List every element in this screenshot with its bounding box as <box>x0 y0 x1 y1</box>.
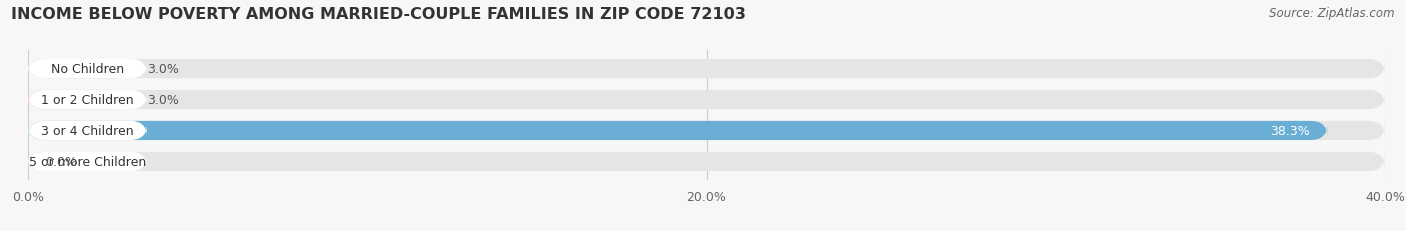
Text: 0.0%: 0.0% <box>45 155 77 168</box>
Text: INCOME BELOW POVERTY AMONG MARRIED-COUPLE FAMILIES IN ZIP CODE 72103: INCOME BELOW POVERTY AMONG MARRIED-COUPL… <box>11 7 747 22</box>
Text: 3.0%: 3.0% <box>146 94 179 106</box>
Text: 38.3%: 38.3% <box>1271 125 1310 137</box>
FancyBboxPatch shape <box>28 121 1327 140</box>
Text: 5 or more Children: 5 or more Children <box>30 155 146 168</box>
FancyBboxPatch shape <box>28 152 146 171</box>
Text: 3.0%: 3.0% <box>146 63 179 76</box>
FancyBboxPatch shape <box>28 91 146 110</box>
Text: 3 or 4 Children: 3 or 4 Children <box>41 125 134 137</box>
FancyBboxPatch shape <box>28 91 1385 110</box>
FancyBboxPatch shape <box>28 121 146 140</box>
Text: No Children: No Children <box>51 63 124 76</box>
Text: 1 or 2 Children: 1 or 2 Children <box>41 94 134 106</box>
FancyBboxPatch shape <box>28 60 146 79</box>
FancyBboxPatch shape <box>28 152 1385 171</box>
FancyBboxPatch shape <box>28 91 129 110</box>
Text: Source: ZipAtlas.com: Source: ZipAtlas.com <box>1270 7 1395 20</box>
FancyBboxPatch shape <box>28 121 1385 140</box>
FancyBboxPatch shape <box>28 60 1385 79</box>
FancyBboxPatch shape <box>28 60 129 79</box>
